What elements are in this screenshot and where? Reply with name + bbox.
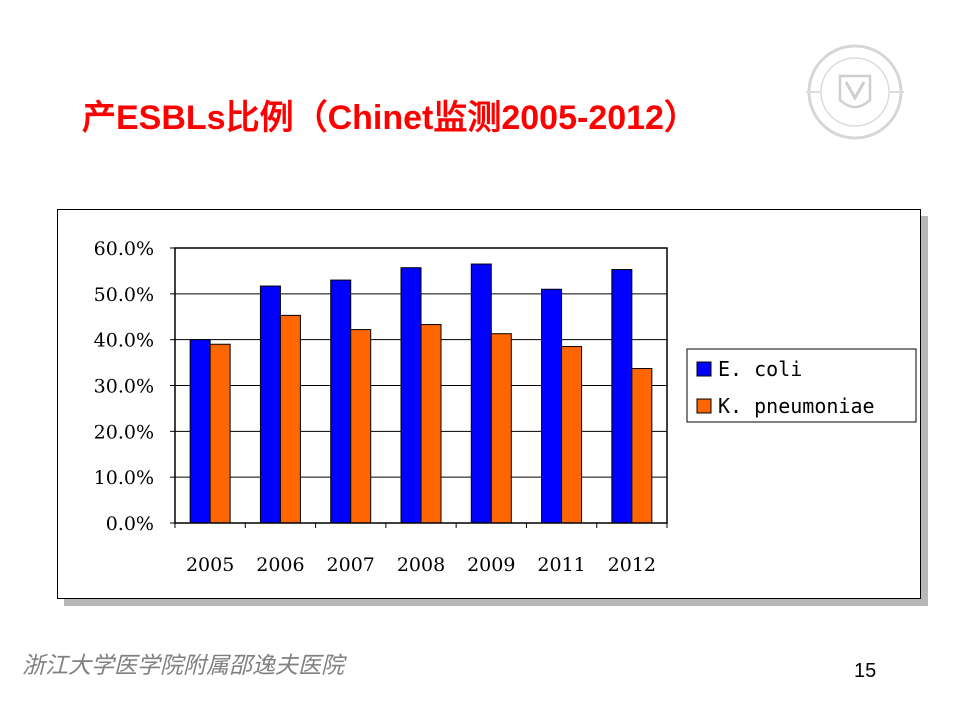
bar-ecoli (400, 267, 422, 524)
y-tick-label: 50.0% (94, 284, 154, 306)
legend-swatch-kpneumoniae (696, 398, 712, 414)
bar-chart: 0.0% 10.0% 20.0% 30.0% 40.0% 50.0% 60.0% 2005 20… (94, 238, 917, 576)
bar-kpneumoniae (490, 333, 512, 524)
y-tick-label: 0.0% (106, 513, 154, 535)
plot-border (174, 247, 668, 524)
page-number: 15 (854, 660, 877, 682)
bar-kpneumoniae (631, 368, 653, 524)
legend-label-kpneumoniae: K. pneumoniae (718, 394, 875, 418)
y-tick-label: 10.0% (94, 467, 154, 489)
x-tick-label: 2007 (327, 554, 375, 576)
x-tick-label: 2006 (256, 554, 304, 576)
y-tick-label: 40.0% (94, 330, 154, 352)
bar-ecoli (330, 279, 352, 524)
x-tick-label: 2012 (608, 554, 656, 576)
bar-kpneumoniae (209, 343, 231, 524)
bar-ecoli (611, 269, 633, 524)
y-tick-label: 60.0% (94, 238, 154, 260)
bar-kpneumoniae (279, 314, 301, 524)
bar-ecoli (541, 288, 563, 524)
y-tick-label: 30.0% (94, 376, 154, 398)
bar-kpneumoniae (350, 329, 372, 524)
bar-ecoli (470, 263, 492, 524)
bar-ecoli (189, 339, 211, 524)
x-tick-label: 2005 (186, 554, 234, 576)
x-tick-label: 2008 (397, 554, 445, 576)
footer-institution: 浙江大学医学院附属邵逸夫医院 (22, 653, 344, 679)
bar-ecoli (259, 285, 281, 524)
legend-swatch-ecoli (696, 361, 712, 377)
chart-frame: 0.0% 10.0% 20.0% 30.0% 40.0% 50.0% 60.0% 2005 20… (57, 209, 921, 599)
legend-label-ecoli: E. coli (718, 357, 802, 381)
x-tick-label: 2009 (467, 554, 515, 576)
legend (686, 348, 917, 423)
y-tick-label: 20.0% (94, 421, 154, 443)
bar-kpneumoniae (561, 346, 583, 524)
slide-title: 产ESBLs比例（Chinet监测2005-2012） (82, 99, 698, 137)
university-seal-watermark-icon (806, 44, 904, 140)
x-tick-label: 2011 (537, 554, 585, 576)
bar-kpneumoniae (420, 324, 442, 524)
